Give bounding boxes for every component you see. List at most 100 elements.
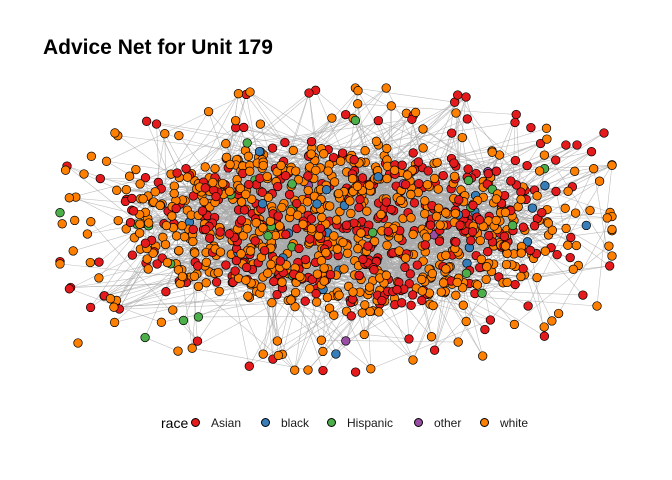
node-882 <box>605 261 615 271</box>
node-838 <box>607 251 617 261</box>
node-328 <box>303 185 313 196</box>
node-1156 <box>303 365 313 375</box>
node-379 <box>563 240 573 250</box>
node-809 <box>138 194 148 204</box>
node-645 <box>362 206 372 216</box>
node-1060 <box>458 300 468 310</box>
node-1123 <box>200 183 210 193</box>
node-697 <box>483 169 493 179</box>
node-541 <box>453 337 463 347</box>
node-272 <box>68 246 78 256</box>
node-560 <box>293 210 303 220</box>
edge-17 <box>144 337 179 352</box>
node-696 <box>441 250 451 260</box>
node-1036 <box>449 158 459 168</box>
node-64 <box>121 224 131 234</box>
node-419 <box>518 222 528 232</box>
node-339 <box>540 181 550 191</box>
edge-1942 <box>511 122 516 216</box>
node-21 <box>210 163 220 174</box>
node-997 <box>121 185 131 195</box>
node-302 <box>303 171 313 181</box>
node-596 <box>221 139 231 149</box>
node-1067 <box>109 317 120 328</box>
node-967 <box>144 218 154 228</box>
node-1130 <box>205 233 215 243</box>
node-807 <box>602 213 612 223</box>
node-124 <box>94 273 104 283</box>
node-1105 <box>141 116 152 126</box>
edge-1946 <box>407 115 414 176</box>
node-1084 <box>383 226 393 237</box>
node-926 <box>405 269 415 279</box>
node-487 <box>532 191 542 201</box>
node-955 <box>241 189 251 199</box>
node-844 <box>242 224 252 234</box>
node-1088 <box>197 206 208 216</box>
node-921 <box>306 149 316 159</box>
node-928 <box>329 231 339 241</box>
node-961 <box>508 220 518 231</box>
node-408 <box>346 208 356 219</box>
node-349 <box>429 345 440 355</box>
edge-1380 <box>198 315 352 318</box>
node-121 <box>339 264 349 274</box>
node-1021 <box>451 237 461 247</box>
node-125 <box>178 315 189 326</box>
node-869 <box>211 277 222 287</box>
nodes-layer <box>55 83 617 377</box>
node-1078 <box>396 195 406 206</box>
node-1053 <box>277 202 287 213</box>
node-5 <box>408 148 418 158</box>
node-701 <box>263 268 273 278</box>
node-673 <box>438 170 448 181</box>
node-424 <box>173 346 183 356</box>
node-729 <box>552 250 562 260</box>
node-936 <box>450 208 461 219</box>
edge-2209 <box>367 96 467 187</box>
node-1055 <box>215 247 226 257</box>
node-968 <box>352 181 363 191</box>
node-600 <box>317 212 327 223</box>
node-428 <box>447 128 457 138</box>
edge-308 <box>355 87 455 103</box>
node-360 <box>594 176 605 186</box>
node-825 <box>231 255 242 266</box>
node-467 <box>55 259 65 269</box>
node-842 <box>354 202 364 213</box>
node-886 <box>112 185 122 195</box>
node-1018 <box>192 336 203 346</box>
edge-1289 <box>294 301 306 371</box>
node-714 <box>541 123 552 133</box>
legend-label-hispanic: Hispanic <box>347 416 394 430</box>
node-969 <box>156 317 167 327</box>
node-651 <box>247 194 257 204</box>
node-440 <box>413 157 423 167</box>
node-863 <box>356 228 366 238</box>
edge-1646 <box>282 174 408 259</box>
node-337 <box>244 361 254 371</box>
edge-969 <box>192 292 296 349</box>
node-1155 <box>73 338 83 348</box>
node-210 <box>357 308 367 318</box>
node-626 <box>364 282 375 292</box>
node-1116 <box>432 157 442 168</box>
node-1026 <box>311 165 321 175</box>
node-1128 <box>389 165 400 175</box>
node-74 <box>131 164 141 175</box>
node-832 <box>474 215 485 225</box>
node-421 <box>101 156 112 166</box>
node-1145 <box>348 287 358 297</box>
node-528 <box>135 219 145 229</box>
edge-160 <box>558 216 613 314</box>
edge-2181 <box>432 273 483 357</box>
node-1025 <box>402 170 413 180</box>
node-91 <box>404 334 414 344</box>
legend-key-white <box>480 418 489 427</box>
node-953 <box>366 364 376 374</box>
edge-638 <box>370 319 491 370</box>
node-837 <box>463 175 474 186</box>
node-1085 <box>201 278 211 288</box>
node-459 <box>177 221 187 231</box>
node-1103 <box>484 231 494 241</box>
